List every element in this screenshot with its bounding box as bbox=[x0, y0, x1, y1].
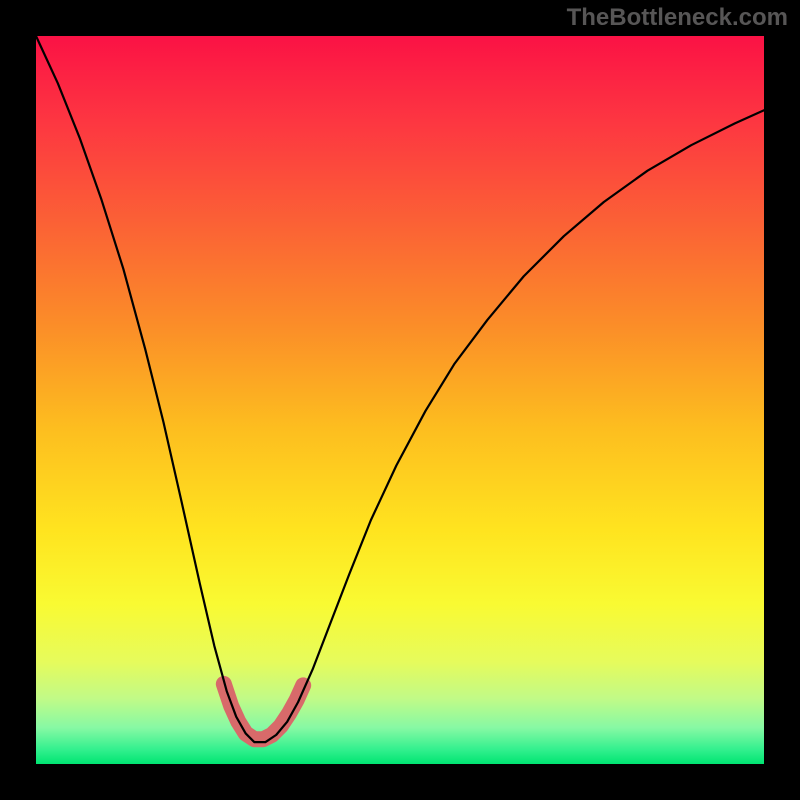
marker-band bbox=[224, 684, 303, 739]
plot-area bbox=[36, 36, 764, 764]
curve-layer bbox=[36, 36, 764, 764]
bottleneck-curve bbox=[36, 36, 764, 742]
watermark-text: TheBottleneck.com bbox=[567, 4, 788, 32]
